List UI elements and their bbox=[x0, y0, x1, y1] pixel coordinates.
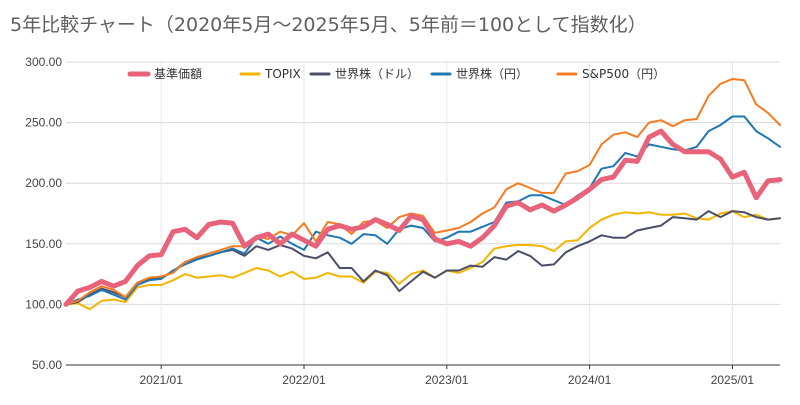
legend: 基準価額 TOPIX 世界株（ドル） 世界株（円） S&P500（円） bbox=[127, 66, 665, 81]
y-tick-label: 300.00 bbox=[25, 55, 62, 69]
legend-label: S&P500（円） bbox=[582, 67, 665, 81]
axes: 50.00 100.00 150.00 200.00 250.00 300.00 2021/… bbox=[25, 55, 780, 387]
series-line-3 bbox=[65, 115, 781, 306]
legend-label: 世界株（円） bbox=[456, 66, 528, 81]
x-tick-label: 2022/01 bbox=[282, 373, 326, 387]
legend-label: TOPIX bbox=[264, 67, 301, 81]
legend-label: 基準価額 bbox=[154, 66, 202, 81]
x-tick-label: 2025/01 bbox=[711, 373, 755, 387]
chart-title: 5年比較チャート（2020年5月〜2025年5月、5年前＝100として指数化） bbox=[10, 14, 647, 36]
y-tick-label: 50.00 bbox=[32, 358, 62, 372]
series-line-0 bbox=[63, 128, 783, 307]
x-tick-label: 2023/01 bbox=[425, 373, 469, 387]
gridlines bbox=[66, 61, 780, 366]
series-line-4 bbox=[65, 78, 781, 306]
series-line-2 bbox=[65, 210, 781, 306]
legend-label: 世界株（ドル） bbox=[335, 66, 419, 81]
x-tick-label: 2024/01 bbox=[568, 373, 612, 387]
y-tick-label: 150.00 bbox=[25, 237, 62, 251]
y-tick-label: 100.00 bbox=[25, 297, 62, 311]
y-tick-label: 200.00 bbox=[25, 176, 62, 190]
series-lines bbox=[63, 78, 783, 311]
series-line-1 bbox=[65, 210, 781, 311]
y-tick-label: 250.00 bbox=[25, 116, 62, 130]
x-tick-label: 2021/01 bbox=[140, 373, 184, 387]
